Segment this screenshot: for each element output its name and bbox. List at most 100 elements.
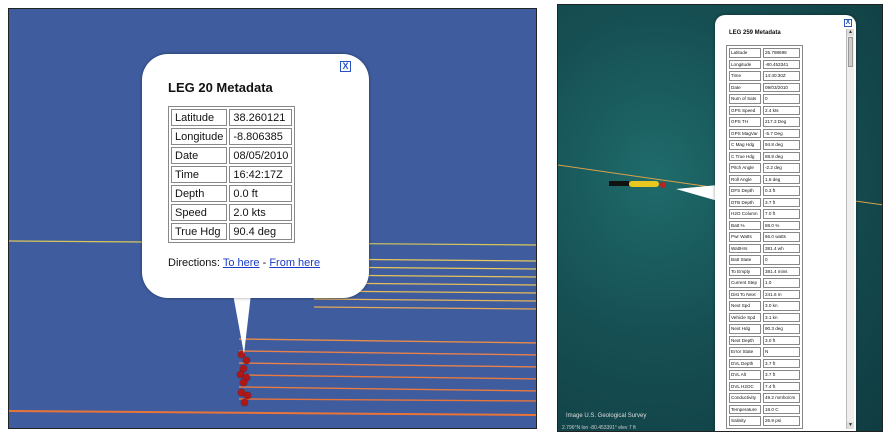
metadata-value: 66.0 watts	[763, 232, 800, 242]
metadata-row: Error State N	[729, 347, 800, 357]
metadata-value: 25.798698	[763, 48, 800, 58]
metadata-row: Pitch Angle -2.2 deg	[729, 163, 800, 173]
metadata-key: To Empty	[729, 266, 761, 276]
directions: Directions: To here - From here	[168, 257, 320, 269]
track-marker[interactable]	[241, 399, 248, 406]
metadata-row: Next Depth 3.0 ft	[729, 335, 800, 345]
metadata-key: Longitude	[171, 128, 228, 145]
metadata-key: Roll Angle	[729, 174, 761, 184]
metadata-row: DVL Alt 3.7 ft	[729, 370, 800, 380]
scrollbar[interactable]: ▲ ▼	[846, 29, 854, 429]
metadata-row: C Mag Hdg 94.8 deg	[729, 140, 800, 150]
left-map-view[interactable]: X LEG 20 Metadata Latitude 38.260121 Longi…	[8, 8, 537, 429]
track-marker[interactable]	[243, 374, 250, 381]
metadata-table-right: Latitude 25.798698 Longitude -80.453341 Time…	[726, 45, 803, 429]
metadata-value: 1.0	[763, 278, 800, 288]
balloon-title-right: LEG 259 Metadata	[729, 30, 781, 36]
metadata-row: Longitude -8.806385	[171, 128, 293, 145]
metadata-value: 16:42:17Z	[229, 166, 293, 183]
metadata-row: DTB Depth 3.7 ft	[729, 197, 800, 207]
metadata-value: 2.0 kts	[229, 204, 293, 221]
metadata-value: 3.0 kn	[763, 301, 800, 311]
metadata-value: 38.260121	[229, 109, 293, 126]
metadata-key: Pwr Watts	[729, 232, 761, 242]
metadata-key: GPS TH	[729, 117, 761, 127]
metadata-key: Batt State	[729, 255, 761, 265]
metadata-row: DFS Depth 0.3 ft	[729, 186, 800, 196]
directions-separator: -	[262, 257, 267, 269]
scroll-thumb[interactable]	[848, 37, 853, 67]
metadata-row: Next Hdg 90.3 deg	[729, 324, 800, 334]
metadata-key: Vehicle Spd	[729, 312, 761, 322]
metadata-row: Next Spd 3.0 kn	[729, 301, 800, 311]
metadata-row: Vehicle Spd 3.1 kn	[729, 312, 800, 322]
metadata-balloon-right: X LEG 259 Metadata Latitude 25.798698 Long…	[715, 15, 856, 431]
metadata-key: Next Spd	[729, 301, 761, 311]
metadata-key: Dist To Next	[729, 289, 761, 299]
metadata-key: Batt %	[729, 220, 761, 230]
metadata-key: Time	[729, 71, 761, 81]
track-marker[interactable]	[243, 357, 250, 364]
metadata-key: Error State	[729, 347, 761, 357]
from-here-link[interactable]: From here	[269, 257, 321, 269]
metadata-row: Depth 0.0 ft	[171, 185, 293, 202]
metadata-row: DVL H2OC 7.4 ft	[729, 381, 800, 391]
metadata-key: True Hdg	[171, 223, 228, 240]
to-here-link[interactable]: To here	[222, 257, 260, 269]
metadata-row: Conductivity 49.2 mmho/cm	[729, 393, 800, 403]
metadata-key: GPS Speed	[729, 105, 761, 115]
metadata-key: H2O Column	[729, 209, 761, 219]
metadata-table: Latitude 38.260121 Longitude -8.806385 Date 0…	[168, 106, 296, 243]
metadata-value: 217.3 Deg	[763, 117, 800, 127]
metadata-value: 3.7 ft	[763, 197, 800, 207]
track-marker[interactable]	[237, 371, 244, 378]
metadata-value: 0	[763, 255, 800, 265]
metadata-value: 49.2 mmho/cm	[763, 393, 800, 403]
metadata-row: Date 09/03/2010	[729, 82, 800, 92]
metadata-value: 0.3 ft	[763, 186, 800, 196]
metadata-key: Next Depth	[729, 335, 761, 345]
metadata-row: GPS Speed 2.4 kts	[729, 105, 800, 115]
metadata-row: Speed 2.0 kts	[171, 204, 293, 221]
metadata-value: -5.7 Deg	[763, 128, 800, 138]
track-marker[interactable]	[238, 389, 245, 396]
right-map-view[interactable]: X LEG 259 Metadata Latitude 25.798698 Long…	[557, 4, 883, 432]
metadata-row: WattHrs 381.4 wh	[729, 243, 800, 253]
metadata-row: Latitude 25.798698	[729, 48, 800, 58]
image-credit: Image U.S. Geological Survey	[566, 413, 647, 419]
metadata-value: 3.7 ft	[763, 358, 800, 368]
metadata-row: GPS TH 217.3 Deg	[729, 117, 800, 127]
vehicle-icon	[609, 181, 666, 188]
close-icon[interactable]: X	[340, 61, 351, 72]
metadata-row: C True Hdg 88.8 deg	[729, 151, 800, 161]
metadata-row: GPS MagVar -5.7 Deg	[729, 128, 800, 138]
metadata-value: -8.806385	[229, 128, 293, 145]
scroll-up-icon[interactable]: ▲	[847, 29, 854, 36]
metadata-key: C Mag Hdg	[729, 140, 761, 150]
metadata-row: Time 14:40:30Z	[729, 71, 800, 81]
track-marker[interactable]	[244, 392, 251, 399]
scroll-down-icon[interactable]: ▼	[847, 422, 854, 429]
metadata-row: Batt % 88.0 %	[729, 220, 800, 230]
track-marker[interactable]	[240, 365, 247, 372]
metadata-key: Next Hdg	[729, 324, 761, 334]
track-marker[interactable]	[238, 351, 245, 358]
metadata-row: Pwr Watts 66.0 watts	[729, 232, 800, 242]
metadata-key: Temperature	[729, 404, 761, 414]
metadata-value: 1.6 deg	[763, 174, 800, 184]
metadata-value: 7.0 ft	[763, 209, 800, 219]
track-marker[interactable]	[240, 379, 247, 386]
metadata-row: Current Step 1.0	[729, 278, 800, 288]
metadata-row: Dist To Next 241.6 m	[729, 289, 800, 299]
metadata-value: 3.1 kn	[763, 312, 800, 322]
metadata-value: -80.453341	[763, 59, 800, 69]
metadata-value: 0	[763, 94, 800, 104]
metadata-value: 14:40:30Z	[763, 71, 800, 81]
close-icon[interactable]: X	[844, 19, 852, 27]
metadata-key: DVL H2OC	[729, 381, 761, 391]
metadata-value: 90.3 deg	[763, 324, 800, 334]
metadata-value: 381.4 wh	[763, 243, 800, 253]
metadata-value: 90.4 deg	[229, 223, 293, 240]
metadata-key: Depth	[171, 185, 228, 202]
metadata-value: 18.0 C	[763, 404, 800, 414]
